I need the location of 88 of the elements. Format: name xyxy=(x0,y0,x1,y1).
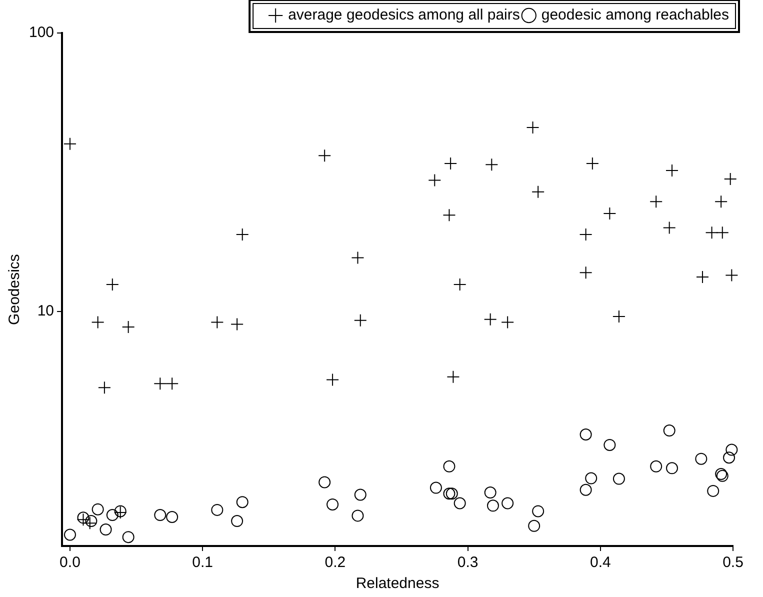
point xyxy=(579,266,592,280)
point xyxy=(444,157,458,170)
point xyxy=(122,531,134,544)
point xyxy=(486,500,499,512)
point xyxy=(354,488,366,501)
point xyxy=(724,172,737,186)
x-tick-label: 0.4 xyxy=(590,554,611,572)
point xyxy=(230,318,244,331)
point xyxy=(484,312,497,326)
point xyxy=(526,120,540,134)
point xyxy=(210,316,224,329)
point xyxy=(725,268,738,282)
point xyxy=(696,270,709,284)
point xyxy=(454,497,466,510)
point xyxy=(106,278,119,292)
point xyxy=(64,528,76,541)
point xyxy=(443,488,456,500)
point xyxy=(351,251,364,264)
point xyxy=(666,164,679,177)
point xyxy=(714,195,728,208)
point xyxy=(326,498,339,510)
point xyxy=(604,438,616,451)
point xyxy=(707,484,720,497)
point xyxy=(485,158,498,172)
legend-label: geodesic among reachables xyxy=(541,6,729,24)
legend-label: average geodesics among all pairs xyxy=(288,6,520,24)
point xyxy=(612,472,625,485)
point xyxy=(92,503,104,516)
point xyxy=(326,373,340,386)
point xyxy=(122,320,135,334)
point xyxy=(154,509,166,522)
x-tick-label: 0.1 xyxy=(192,554,214,572)
y-axis-title: Geodesics xyxy=(6,254,24,325)
point xyxy=(663,424,676,437)
point xyxy=(211,504,224,516)
point xyxy=(231,515,244,528)
point xyxy=(100,524,112,536)
point xyxy=(612,310,626,323)
point xyxy=(443,460,456,472)
x-tick-label: 0.2 xyxy=(324,554,346,572)
point xyxy=(579,228,592,242)
y-tick-label: 100 xyxy=(28,24,54,42)
point xyxy=(106,509,118,522)
point xyxy=(532,185,545,198)
x-axis-title: Relatedness xyxy=(356,575,440,592)
point xyxy=(85,515,98,528)
point xyxy=(91,316,104,329)
point xyxy=(532,505,544,518)
point xyxy=(442,208,456,222)
point xyxy=(695,452,708,465)
point xyxy=(501,316,514,329)
point xyxy=(666,462,678,474)
x-tick-label: 0.0 xyxy=(60,554,80,572)
point xyxy=(705,226,718,240)
point xyxy=(662,221,676,234)
point xyxy=(166,511,178,524)
point xyxy=(716,226,729,240)
point xyxy=(352,510,364,522)
point xyxy=(446,370,460,384)
point xyxy=(484,486,496,499)
point xyxy=(430,482,442,494)
point xyxy=(723,452,736,464)
x-tick-label: 0.3 xyxy=(457,554,478,572)
point xyxy=(236,496,248,508)
point xyxy=(236,228,249,242)
point xyxy=(166,377,179,390)
point xyxy=(154,377,167,390)
point xyxy=(580,484,592,496)
point xyxy=(354,314,367,327)
point xyxy=(428,174,442,187)
point xyxy=(63,137,76,150)
point xyxy=(586,157,599,170)
point xyxy=(650,460,662,472)
point xyxy=(585,472,598,484)
point xyxy=(580,428,592,440)
point xyxy=(318,149,332,162)
y-tick-label: 10 xyxy=(37,302,54,320)
point xyxy=(453,278,466,292)
x-tick-label: 0.5 xyxy=(722,554,744,572)
point xyxy=(446,488,458,500)
point xyxy=(726,444,738,456)
point xyxy=(603,206,616,220)
point xyxy=(77,512,90,524)
point xyxy=(98,381,111,394)
point xyxy=(528,520,540,532)
point xyxy=(650,195,663,208)
point xyxy=(502,497,514,510)
point xyxy=(318,476,331,488)
